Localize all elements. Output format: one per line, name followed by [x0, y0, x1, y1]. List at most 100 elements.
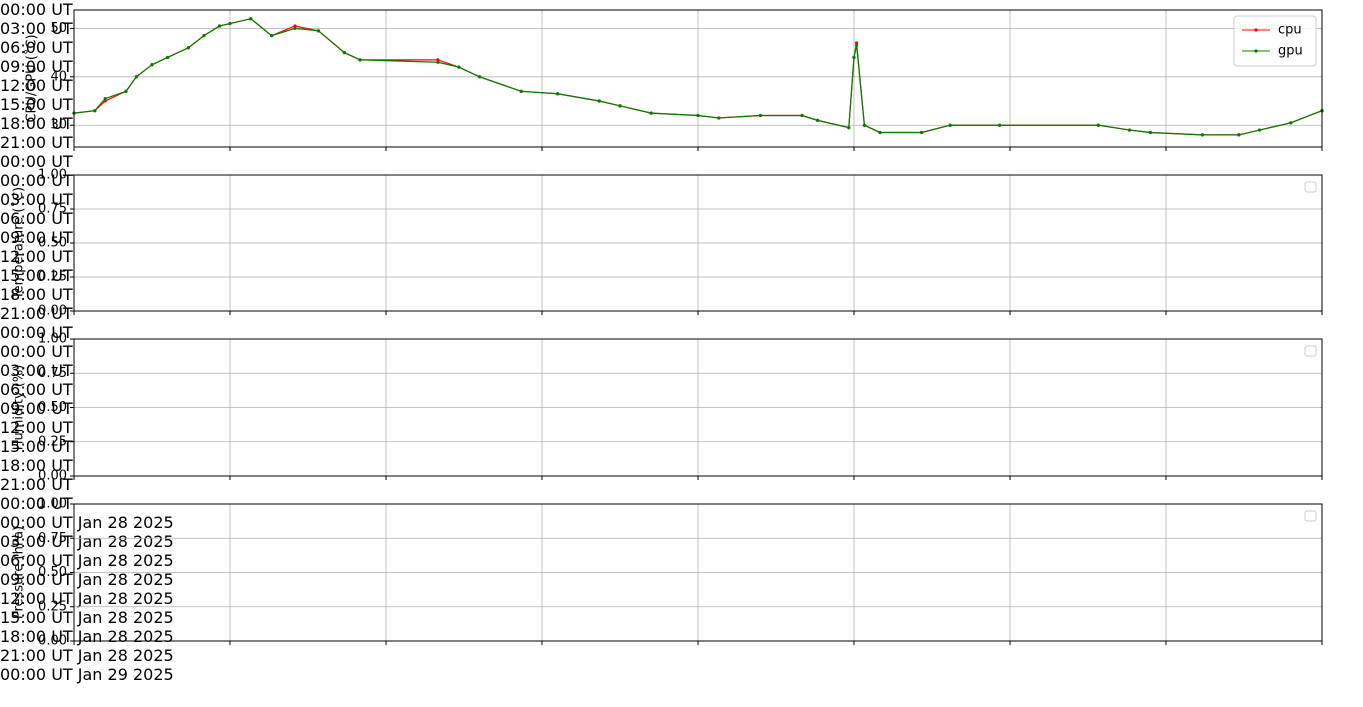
data-point	[342, 51, 346, 55]
legend-box	[1304, 181, 1317, 193]
series-line	[73, 18, 1323, 136]
data-point	[1237, 133, 1241, 137]
x-tick-label: 21:00 UT	[0, 304, 73, 323]
data-point	[758, 113, 763, 118]
x-tick-label: 06:00 UT	[0, 380, 73, 399]
y-tick-label: 0.00	[38, 634, 67, 649]
y-tick-label: 1.00	[38, 168, 67, 183]
data-point	[124, 89, 128, 93]
data-point	[1258, 128, 1262, 132]
data-point	[93, 109, 97, 113]
data-point	[1289, 121, 1293, 125]
x-tick-label: 00:00 UT	[0, 152, 73, 171]
data-point	[436, 60, 440, 64]
x-tick-label: 09:00 UT	[0, 57, 73, 76]
y-tick-label: 0.50	[38, 236, 67, 251]
data-point	[186, 46, 190, 50]
x-tick-label: 21:00 UT Jan 28 2025	[0, 646, 174, 665]
plot-frame	[73, 338, 1323, 477]
data-point	[293, 26, 297, 30]
y-tick-label: 0.75	[38, 531, 67, 546]
data-point	[218, 24, 222, 28]
data-point	[249, 17, 253, 21]
plot-frame	[73, 174, 1323, 312]
data-point	[556, 92, 560, 96]
y-axis-label: Humidity (%)	[12, 365, 27, 451]
x-tick-label: 15:00 UT	[0, 266, 73, 285]
y-tick-label: 30	[50, 118, 67, 133]
data-point	[855, 41, 859, 45]
y-tick-label: 0.75	[38, 366, 67, 381]
x-tick-label: 12:00 UT	[0, 418, 73, 437]
data-point	[1096, 123, 1100, 127]
x-tick-label: 09:00 UT	[0, 228, 73, 247]
legend	[1304, 510, 1317, 522]
y-tick-label: 1.00	[38, 332, 67, 347]
data-point	[852, 55, 856, 60]
x-tick-label: 09:00 UT Jan 28 2025	[0, 570, 174, 589]
y-tick-label: 0.00	[38, 469, 67, 484]
data-point	[618, 104, 622, 108]
data-point	[293, 24, 297, 28]
data-point	[878, 130, 882, 135]
data-point	[1148, 130, 1152, 135]
x-tick-label: 21:00 UT	[0, 475, 73, 494]
y-tick-label: 0.50	[38, 565, 67, 580]
data-point	[228, 21, 232, 26]
x-tick-label: 15:00 UT Jan 28 2025	[0, 608, 174, 627]
data-point	[847, 126, 851, 130]
x-tick-label: 12:00 UT	[0, 76, 73, 95]
x-tick-label: 03:00 UT	[0, 361, 73, 380]
legend: cpu gpu	[1233, 15, 1317, 67]
data-point	[270, 34, 274, 38]
y-tick-label: 0.25	[38, 599, 67, 614]
legend	[1304, 345, 1317, 357]
x-tick-label: 21:00 UT	[0, 133, 73, 152]
y-tick-label: 50	[50, 21, 67, 36]
legend-box	[1304, 345, 1317, 357]
data-point	[519, 89, 523, 93]
y-tick-label: 1.00	[38, 497, 67, 512]
x-tick-label: 12:00 UT	[0, 247, 73, 266]
x-tick-label: 15:00 UT	[0, 437, 73, 456]
data-point	[800, 113, 804, 118]
x-tick-label: 03:00 UT Jan 28 2025	[0, 532, 174, 551]
data-point	[316, 29, 320, 33]
data-point	[920, 130, 924, 135]
x-tick-label: 06:00 UT	[0, 38, 73, 57]
data-point	[597, 99, 601, 103]
data-point	[478, 75, 482, 79]
legend-label: gpu	[1278, 44, 1303, 59]
data-point	[457, 65, 461, 69]
x-tick-label: 18:00 UT	[0, 456, 73, 475]
x-tick-label: 00:00 UT Jan 28 2025	[0, 513, 174, 532]
x-tick-label: 00:00 UT	[0, 494, 73, 513]
data-point	[816, 118, 820, 122]
x-tick-label: 00:00 UT	[0, 0, 73, 19]
data-point	[998, 123, 1002, 127]
data-point	[1200, 133, 1204, 137]
y-tick-label: 0.25	[38, 434, 67, 449]
y-axis-label: Pressure (hPa)	[12, 526, 27, 619]
x-tick-label: 18:00 UT	[0, 114, 73, 133]
x-tick-label: 06:00 UT Jan 28 2025	[0, 551, 174, 570]
data-point	[862, 123, 867, 127]
legend	[1304, 181, 1317, 193]
x-tick-label: 00:00 UT	[0, 342, 73, 361]
x-tick-label: 00:00 UT	[0, 323, 73, 342]
plot-frame	[73, 503, 1323, 642]
data-point	[166, 55, 170, 60]
plot-frame	[73, 9, 1323, 148]
x-tick-label: 09:00 UT	[0, 399, 73, 418]
x-tick-label: 18:00 UT	[0, 285, 73, 304]
y-tick-label: 0.00	[38, 304, 67, 319]
legend-marker	[1254, 28, 1258, 32]
y-axis-label: Temperature (˚C)	[11, 187, 27, 300]
data-point	[696, 113, 700, 118]
data-point	[948, 123, 952, 127]
y-tick-label: 0.25	[38, 270, 67, 285]
data-point	[1128, 128, 1132, 132]
legend-box	[1304, 510, 1317, 522]
